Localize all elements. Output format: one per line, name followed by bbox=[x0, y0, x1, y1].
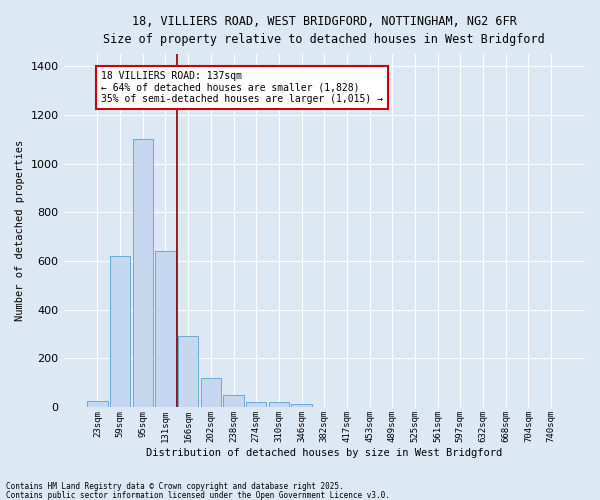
Bar bbox=[110, 256, 130, 407]
Text: 18 VILLIERS ROAD: 137sqm
← 64% of detached houses are smaller (1,828)
35% of sem: 18 VILLIERS ROAD: 137sqm ← 64% of detach… bbox=[101, 71, 383, 104]
Title: 18, VILLIERS ROAD, WEST BRIDGFORD, NOTTINGHAM, NG2 6FR
Size of property relative: 18, VILLIERS ROAD, WEST BRIDGFORD, NOTTI… bbox=[103, 15, 545, 46]
Bar bbox=[178, 336, 199, 407]
Bar bbox=[292, 404, 312, 407]
Bar bbox=[269, 402, 289, 407]
Text: Contains HM Land Registry data © Crown copyright and database right 2025.: Contains HM Land Registry data © Crown c… bbox=[6, 482, 344, 491]
Bar bbox=[87, 401, 107, 407]
X-axis label: Distribution of detached houses by size in West Bridgford: Distribution of detached houses by size … bbox=[146, 448, 502, 458]
Y-axis label: Number of detached properties: Number of detached properties bbox=[15, 140, 25, 321]
Bar bbox=[155, 251, 176, 407]
Bar bbox=[133, 140, 153, 407]
Bar bbox=[246, 402, 266, 407]
Text: Contains public sector information licensed under the Open Government Licence v3: Contains public sector information licen… bbox=[6, 490, 390, 500]
Bar bbox=[200, 378, 221, 407]
Bar bbox=[223, 395, 244, 407]
